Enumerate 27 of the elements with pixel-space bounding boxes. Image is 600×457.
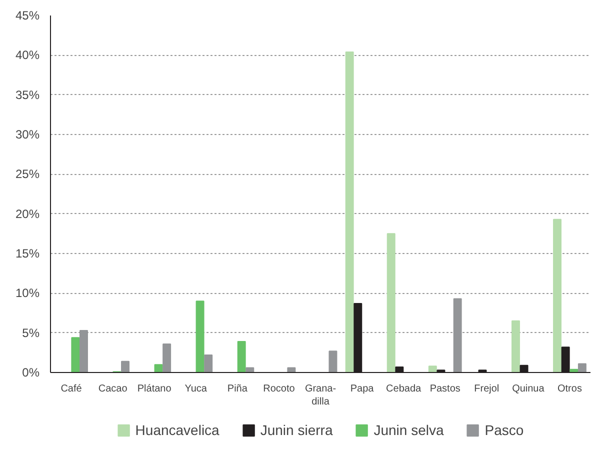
- x-tick-label: Grana- dilla: [304, 384, 336, 408]
- y-tick-label: 10%: [15, 286, 40, 300]
- y-tick-label: 5%: [22, 326, 40, 340]
- x-tick-label: Pastos: [430, 384, 460, 394]
- y-tick-label: 45%: [15, 8, 40, 22]
- legend-label: Junin selva: [374, 422, 444, 438]
- x-tick-label: Rocoto: [263, 384, 296, 394]
- legend-label: Huancavelica: [135, 422, 220, 438]
- y-tick-label: 30%: [15, 128, 40, 142]
- x-tick-label: Café: [60, 384, 82, 394]
- legend-label: Pasco: [484, 422, 524, 438]
- y-tick-label: 0%: [22, 366, 40, 380]
- x-tick-label: Otros: [558, 384, 582, 394]
- y-tick-label: 25%: [15, 167, 40, 182]
- y-tick-label: 20%: [15, 206, 40, 221]
- x-tick-label: Quinua: [512, 384, 545, 394]
- y-tick-label: 40%: [15, 48, 40, 62]
- x-tick-label: Yuca: [184, 384, 208, 394]
- x-tick-label: Plátano: [137, 384, 172, 394]
- x-tick-label: Cebada: [386, 384, 422, 394]
- legend-label: Junin sierra: [260, 422, 333, 438]
- x-tick-label: Piña: [227, 384, 248, 394]
- x-tick-label: Frejol: [474, 384, 500, 394]
- y-tick-label: 35%: [15, 88, 40, 102]
- y-tick-label: 15%: [15, 246, 40, 260]
- x-tick-label: Papa: [350, 384, 374, 394]
- x-tick-label: Cacao: [98, 384, 128, 394]
